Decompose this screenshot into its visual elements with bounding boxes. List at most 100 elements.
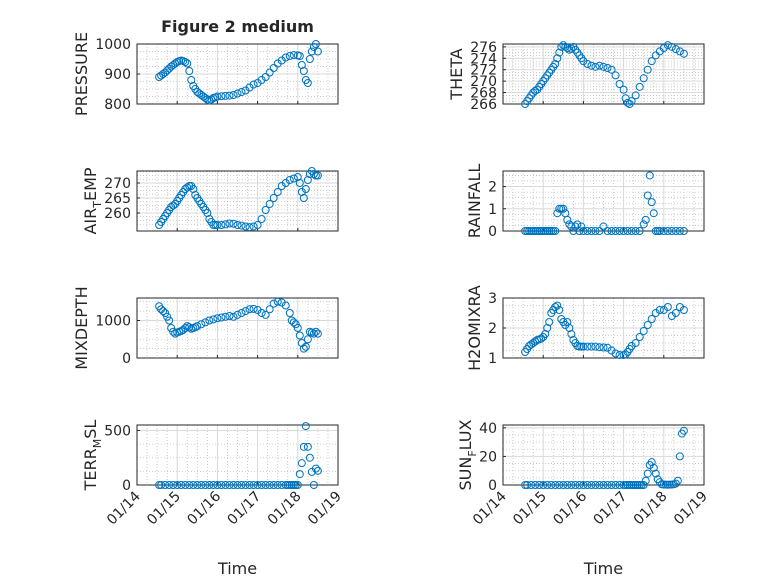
y-tick-label: 3 — [488, 291, 497, 307]
data-point — [299, 67, 308, 75]
data-point — [655, 227, 664, 235]
data-point — [261, 481, 270, 489]
data-point — [615, 351, 624, 359]
data-point — [249, 222, 258, 231]
data-point — [555, 204, 564, 213]
data-point — [575, 481, 584, 489]
data-point — [643, 191, 652, 200]
data-point — [193, 322, 202, 331]
data-point — [225, 91, 234, 100]
data-point — [529, 88, 538, 97]
data-point — [305, 55, 314, 63]
data-point — [301, 185, 310, 193]
data-point — [261, 206, 270, 214]
data-point — [563, 44, 572, 52]
data-point — [287, 481, 296, 489]
data-point — [217, 313, 226, 322]
data-point — [293, 481, 302, 489]
data-point — [647, 315, 656, 323]
x-tick-label: 01/18 — [631, 489, 671, 529]
y-tick-label: 268 — [470, 86, 497, 102]
data-point — [229, 219, 238, 228]
data-point — [643, 321, 652, 329]
data-point — [245, 223, 254, 232]
data-point — [591, 227, 600, 235]
data-point — [311, 327, 320, 336]
data-point — [165, 481, 174, 489]
data-point — [309, 329, 318, 338]
data-point — [559, 41, 568, 50]
data-point — [237, 481, 246, 489]
data-point — [663, 41, 672, 50]
data-point — [285, 309, 294, 317]
data-point — [535, 481, 544, 489]
data-point — [577, 222, 586, 231]
x-tick-label: 01/17 — [225, 489, 265, 529]
y-tick-label: 1000 — [95, 314, 131, 330]
data-point — [185, 67, 194, 75]
data-point — [295, 331, 304, 340]
data-point — [281, 53, 290, 62]
data-point — [183, 183, 192, 192]
data-point — [621, 481, 630, 489]
data-point — [535, 227, 544, 235]
data-point — [671, 45, 680, 54]
data-point — [295, 470, 304, 479]
data-point — [641, 476, 650, 485]
data-point — [571, 481, 580, 489]
data-point — [569, 227, 578, 235]
data-point — [543, 481, 552, 489]
data-point — [615, 481, 624, 489]
data-point — [197, 320, 206, 329]
data-point — [679, 227, 688, 235]
data-point — [297, 459, 306, 468]
data-point — [553, 209, 562, 218]
axes-border — [136, 297, 339, 359]
data-point — [587, 481, 596, 489]
data-point — [181, 324, 190, 332]
data-point — [643, 65, 652, 74]
data-point — [551, 227, 560, 235]
data-point — [229, 312, 238, 321]
data-point — [167, 324, 176, 332]
data-point — [521, 481, 530, 489]
data-point — [607, 481, 616, 489]
data-point — [595, 343, 604, 352]
data-point — [217, 92, 226, 101]
y-tick-label: 0 — [122, 478, 131, 494]
data-point — [611, 227, 620, 235]
x-axis-label: Time — [217, 559, 257, 578]
data-point — [603, 481, 612, 489]
data-point — [595, 481, 604, 489]
data-point — [257, 215, 266, 223]
data-point — [599, 222, 608, 231]
data-point — [307, 328, 316, 337]
data-point — [233, 481, 242, 489]
data-point — [285, 52, 294, 60]
data-point — [541, 227, 550, 235]
data-point — [173, 481, 182, 489]
data-point — [649, 209, 658, 218]
data-point — [289, 174, 298, 183]
data-point — [221, 220, 230, 229]
y-tick-label: 900 — [104, 67, 131, 83]
data-point — [261, 73, 270, 81]
data-point — [553, 301, 562, 310]
data-point — [575, 342, 584, 351]
data-point — [551, 60, 560, 68]
data-point — [273, 481, 282, 489]
data-point — [237, 309, 246, 317]
data-point — [549, 227, 558, 235]
data-point — [591, 342, 600, 351]
data-point — [169, 327, 178, 336]
data-point — [651, 51, 660, 60]
data-point — [225, 312, 234, 320]
data-point — [559, 204, 568, 213]
x-tick-label: 01/15 — [510, 489, 550, 529]
